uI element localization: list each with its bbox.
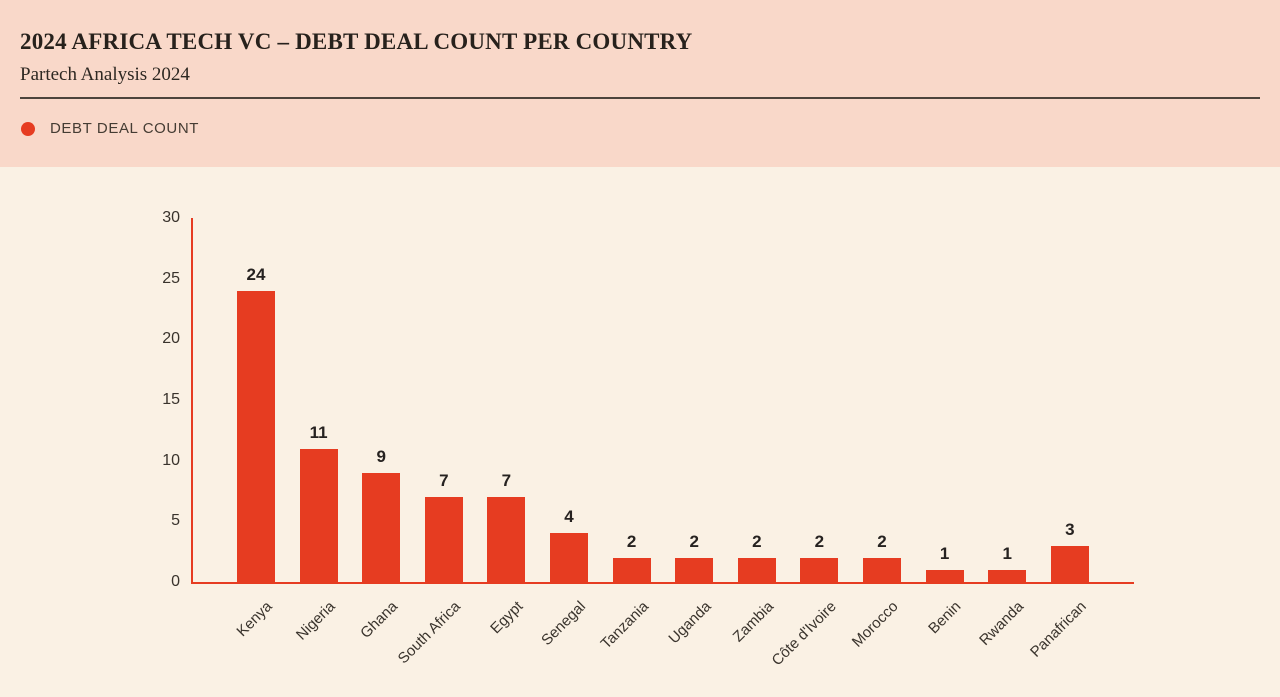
bar-value-label: 4 — [564, 507, 574, 527]
x-tick-label: Côte d'Ivoire — [768, 598, 840, 670]
bar-value-label: 11 — [309, 422, 328, 442]
bar — [612, 557, 651, 582]
bar — [237, 290, 275, 582]
bar — [487, 497, 526, 582]
bar-value-label: 3 — [1065, 519, 1075, 539]
bar-value-label: 7 — [501, 471, 512, 491]
bar — [299, 448, 338, 582]
x-tick-label: Kenya — [233, 598, 277, 641]
legend-dot-icon — [21, 121, 35, 136]
y-tick-label: 5 — [171, 512, 180, 530]
bar-value-label: 2 — [689, 531, 699, 551]
x-tick-label: Egypt — [487, 598, 527, 638]
y-axis-line — [191, 218, 193, 584]
bar — [675, 557, 714, 582]
x-tick-label: Zambia — [729, 598, 777, 646]
x-tick-label: Tanzania — [597, 598, 652, 653]
x-tick-label: Panafrican — [1027, 598, 1090, 661]
chart-legend: DEBT DEAL COUNT — [21, 120, 199, 137]
legend-label: DEBT DEAL COUNT — [50, 120, 200, 137]
bar — [988, 569, 1027, 582]
x-tick-label: Rwanda — [976, 598, 1028, 649]
header-divider — [20, 97, 1260, 99]
bar — [925, 569, 964, 582]
bar — [362, 472, 401, 582]
y-tick-label: 10 — [162, 451, 180, 469]
bar-value-label: 2 — [814, 531, 825, 551]
x-tick-label: South Africa — [394, 598, 464, 668]
x-axis-line — [192, 582, 1134, 584]
bar-chart: 0 5 10 15 20 25 30 24 Kenya 11 Nigeria 9 Ghana 7 South… — [0, 167, 1280, 697]
x-tick-label: Uganda — [665, 598, 715, 648]
bar — [550, 533, 588, 582]
bar-value-label: 7 — [439, 471, 449, 491]
bar-value-label: 9 — [376, 446, 386, 466]
x-tick-label: Senegal — [538, 598, 590, 649]
bar-value-label: 2 — [752, 531, 762, 551]
bar-value-label: 2 — [626, 531, 637, 551]
x-tick-label: Ghana — [357, 598, 402, 642]
bar — [863, 557, 901, 582]
x-tick-label: Nigeria — [292, 598, 339, 644]
y-tick-label: 25 — [162, 269, 180, 287]
bar-value-label: 1 — [1002, 543, 1012, 563]
y-tick-label: 15 — [162, 391, 180, 408]
page-title: 2024 AFRICA TECH VC – DEBT DEAL COUNT PE… — [20, 29, 693, 54]
x-tick-label: Morocco — [849, 598, 903, 651]
bar — [1050, 545, 1089, 582]
x-tick-label: Benin — [925, 598, 965, 638]
y-tick-label: 0 — [171, 573, 180, 590]
bar-value-label: 2 — [877, 531, 887, 551]
bar — [800, 557, 839, 582]
bar — [424, 497, 463, 582]
chart-header: 2024 AFRICA TECH VC – DEBT DEAL COUNT PE… — [0, 0, 1280, 167]
y-tick-label: 20 — [162, 330, 180, 348]
bar-value-label: 1 — [939, 543, 950, 563]
bar — [737, 557, 776, 582]
y-tick-label: 30 — [162, 209, 180, 226]
chart-subtitle: Partech Analysis 2024 — [20, 64, 190, 85]
bar-value-label: 24 — [246, 264, 266, 284]
